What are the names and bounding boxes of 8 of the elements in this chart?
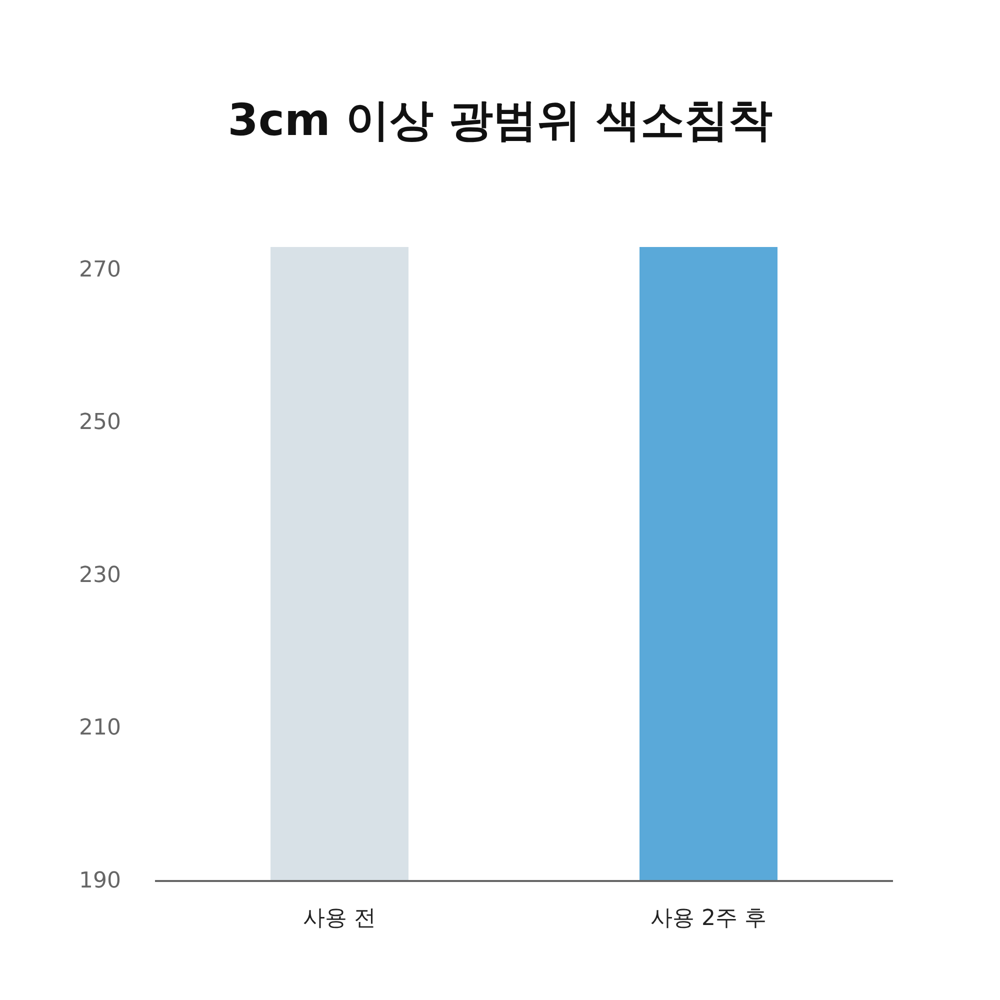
y-tick-label: 270 [79,257,121,282]
y-tick-label: 230 [79,562,121,588]
y-tick-label: 210 [79,716,121,741]
y-tick-label: 250 [79,410,121,436]
x-tick-label: 사용 2주 후 [650,906,766,931]
chart-title: 3cm 이상 광범위 색소침착 [228,95,772,146]
x-tick-label: 사용 전 [303,906,376,931]
y-tick-label: 190 [79,868,121,894]
